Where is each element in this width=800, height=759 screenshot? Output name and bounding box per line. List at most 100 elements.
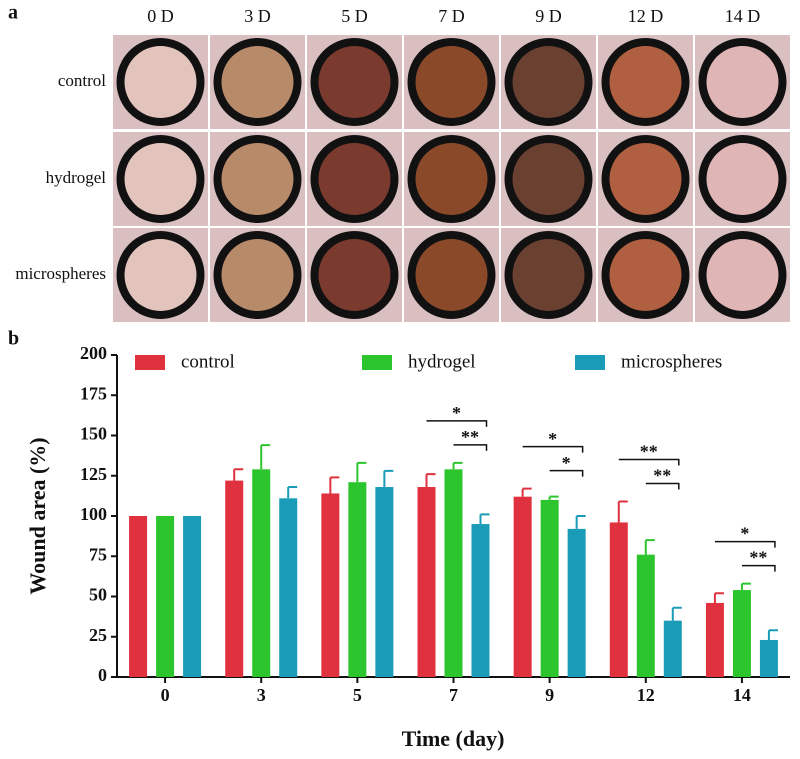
photo-wound — [221, 46, 294, 118]
bar — [183, 516, 202, 677]
bar — [636, 554, 655, 677]
y-tick-label: 200 — [80, 343, 107, 363]
bar — [348, 482, 367, 677]
significance-bracket — [522, 445, 584, 453]
significance-bracket — [549, 469, 584, 477]
bar — [513, 496, 532, 677]
significance-label: * — [562, 453, 571, 473]
significance-bracket — [741, 564, 776, 572]
photo-wound — [318, 46, 391, 118]
y-axis-title: Wound area (%) — [25, 437, 50, 594]
bar — [375, 487, 394, 677]
y-tick-label: 150 — [80, 424, 107, 444]
x-axis-title: Time (day) — [402, 726, 505, 751]
bar — [252, 469, 271, 677]
y-tick-label: 125 — [80, 464, 107, 484]
error-bar — [767, 629, 778, 640]
x-tick-label: 12 — [637, 685, 655, 705]
bar — [225, 480, 244, 677]
legend-label: microspheres — [621, 351, 722, 372]
bar — [279, 498, 298, 677]
legend-swatch — [135, 355, 165, 370]
bar — [321, 493, 340, 677]
column-label: 9 D — [535, 6, 562, 26]
x-tick-label: 7 — [449, 685, 458, 705]
bar — [663, 620, 682, 677]
bar — [567, 528, 586, 677]
significance-label: ** — [461, 427, 479, 447]
photo-wound — [512, 143, 585, 215]
x-tick-label: 3 — [257, 685, 266, 705]
column-label: 14 D — [725, 6, 761, 26]
y-tick-label: 175 — [80, 383, 107, 403]
significance-label: * — [548, 429, 557, 449]
row-label: hydrogel — [46, 168, 107, 187]
column-label: 3 D — [244, 6, 271, 26]
significance-bracket — [645, 482, 680, 490]
column-label: 12 D — [628, 6, 664, 26]
photo-wound — [221, 143, 294, 215]
error-bar — [575, 515, 586, 529]
error-bar — [329, 476, 340, 494]
photo-wound — [221, 239, 294, 311]
column-label: 0 D — [147, 6, 174, 26]
photo-wound — [706, 46, 779, 118]
legend-label: control — [181, 351, 235, 372]
significance-label: ** — [640, 442, 658, 462]
error-bar — [521, 487, 532, 497]
error-bar — [452, 461, 463, 470]
significance-label: ** — [749, 548, 767, 568]
error-bar — [383, 469, 394, 488]
legend-swatch — [362, 355, 392, 370]
significance-label: * — [452, 403, 461, 423]
photo-wound — [318, 239, 391, 311]
photo-wound — [609, 46, 682, 118]
y-tick-label: 100 — [80, 504, 107, 524]
bar — [759, 639, 778, 677]
significance-label: * — [740, 524, 749, 544]
photo-wound — [609, 143, 682, 215]
error-bar — [287, 486, 298, 499]
bar — [444, 469, 463, 677]
bar — [156, 516, 175, 677]
y-tick-label: 0 — [98, 665, 107, 685]
photo-wound — [706, 239, 779, 311]
error-bar — [548, 495, 559, 500]
bar — [417, 487, 436, 677]
photo-wound — [124, 239, 197, 311]
photo-wound — [415, 46, 488, 118]
x-tick-label: 14 — [733, 685, 751, 705]
photo-wound — [512, 239, 585, 311]
significance-bracket — [426, 420, 488, 427]
photo-wound — [318, 143, 391, 215]
error-bar — [356, 461, 367, 483]
bar — [471, 524, 490, 677]
row-label: control — [58, 71, 106, 90]
photo-wound — [609, 239, 682, 311]
error-bar — [260, 444, 271, 470]
error-bar — [713, 592, 724, 603]
error-bar — [617, 500, 628, 523]
y-tick-label: 75 — [89, 544, 107, 564]
photo-wound — [124, 143, 197, 215]
x-tick-label: 9 — [545, 685, 554, 705]
y-tick-label: 25 — [89, 625, 107, 645]
error-bar — [740, 582, 751, 591]
x-tick-label: 5 — [353, 685, 362, 705]
photo-wound — [415, 143, 488, 215]
significance-label: ** — [653, 466, 671, 486]
photo-wound — [706, 143, 779, 215]
bar — [609, 522, 628, 677]
significance-bracket — [618, 458, 680, 466]
significance-bracket — [714, 540, 776, 548]
photo-wound — [512, 46, 585, 118]
panel-label: a — [8, 2, 18, 24]
bar — [129, 516, 148, 677]
bar — [705, 602, 724, 677]
error-bar — [425, 473, 436, 488]
legend-swatch — [575, 355, 605, 370]
photo-wound — [124, 46, 197, 118]
x-tick-label: 0 — [161, 685, 170, 705]
column-label: 7 D — [438, 6, 465, 26]
